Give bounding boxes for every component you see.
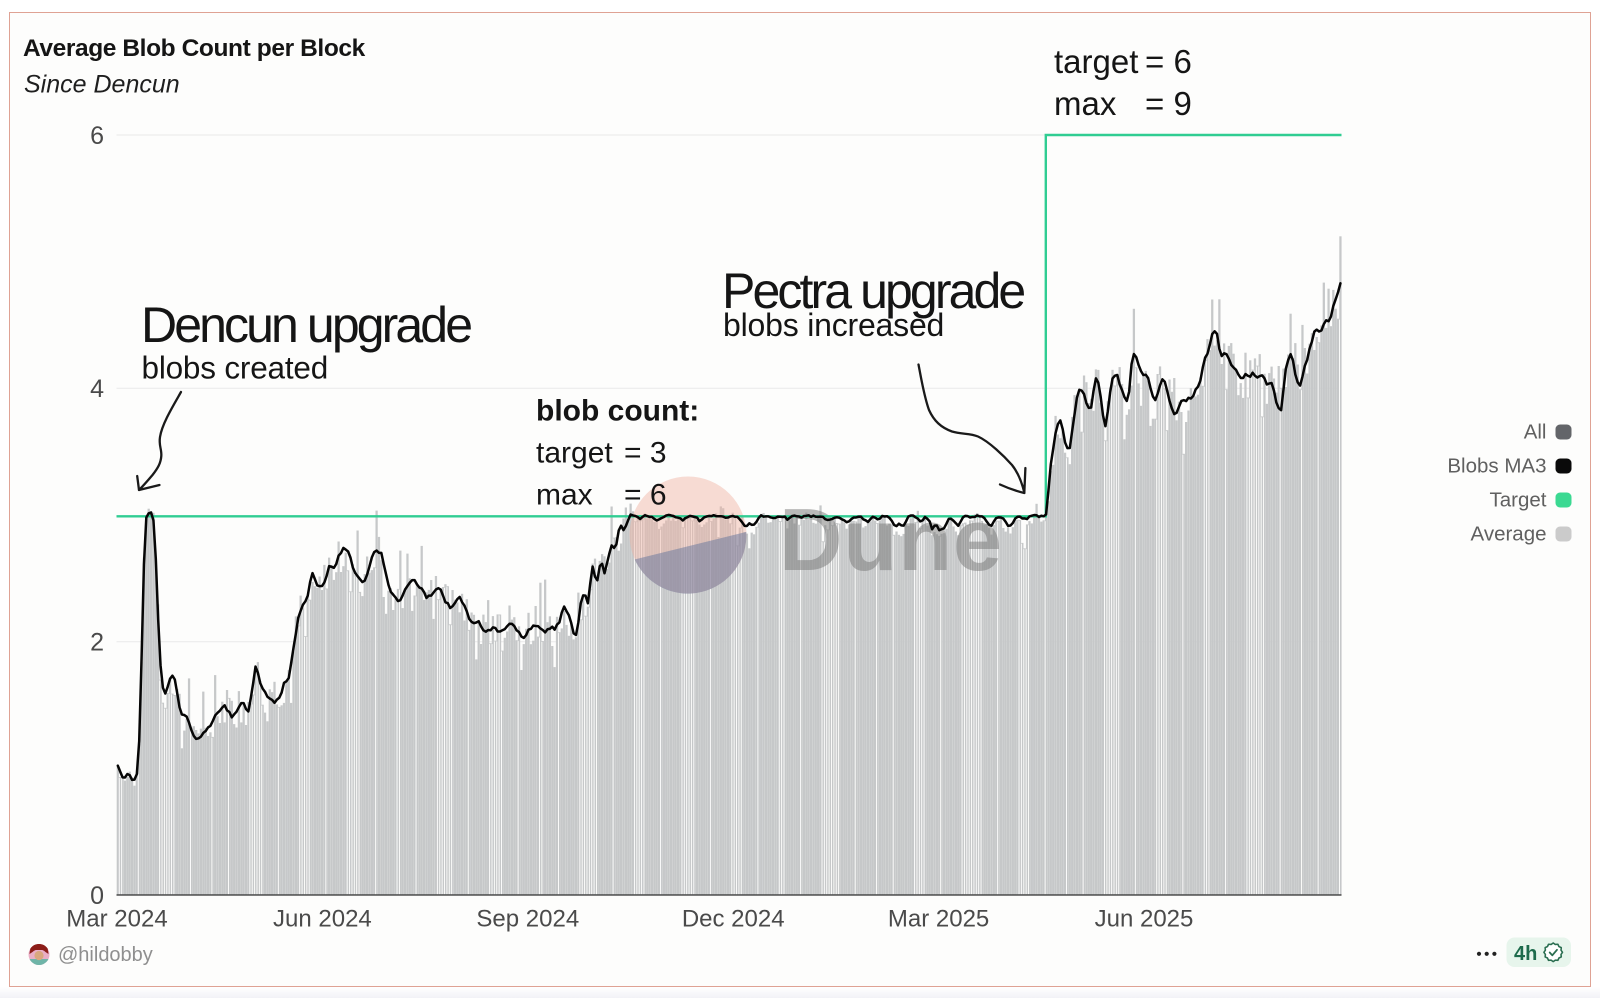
svg-text:Blobs MA3: Blobs MA3 <box>1447 455 1546 478</box>
svg-text:Mar 2024: Mar 2024 <box>66 906 167 933</box>
svg-text:Jun 2024: Jun 2024 <box>273 906 372 933</box>
svg-text:Dencun upgrade: Dencun upgrade <box>141 297 471 353</box>
svg-text:= 6: = 6 <box>1145 43 1192 80</box>
svg-text:Jun 2025: Jun 2025 <box>1095 906 1194 933</box>
svg-text:6: 6 <box>90 122 104 150</box>
svg-text:4h: 4h <box>1514 943 1537 965</box>
svg-text:Since Dencun: Since Dencun <box>24 71 180 99</box>
svg-text:4: 4 <box>90 375 104 403</box>
svg-text:Average: Average <box>1471 523 1547 546</box>
svg-text:Mar 2025: Mar 2025 <box>888 906 989 933</box>
svg-text:target: target <box>536 437 613 470</box>
svg-text:target: target <box>1054 43 1138 80</box>
svg-text:All: All <box>1524 421 1547 444</box>
svg-text:= 9: = 9 <box>1145 85 1192 122</box>
svg-text:max: max <box>536 479 593 512</box>
svg-text:Dune: Dune <box>779 490 1003 589</box>
svg-text:Average Blob Count per Block: Average Blob Count per Block <box>23 35 366 62</box>
svg-text:Target: Target <box>1490 489 1547 512</box>
svg-text:blobs increased: blobs increased <box>723 307 944 343</box>
svg-text:2: 2 <box>90 629 104 657</box>
svg-text:0: 0 <box>90 882 104 910</box>
svg-text:Dec 2024: Dec 2024 <box>682 906 785 933</box>
svg-text:max: max <box>1054 85 1117 122</box>
svg-text:= 3: = 3 <box>624 437 667 470</box>
svg-text:Sep 2024: Sep 2024 <box>476 906 579 933</box>
svg-text:= 6: = 6 <box>624 479 667 512</box>
svg-text:Pectra upgrade: Pectra upgrade <box>722 263 1024 319</box>
svg-text:blobs created: blobs created <box>142 350 329 386</box>
svg-text:blob count:: blob count: <box>536 395 699 428</box>
svg-text:@hildobby: @hildobby <box>58 944 153 966</box>
